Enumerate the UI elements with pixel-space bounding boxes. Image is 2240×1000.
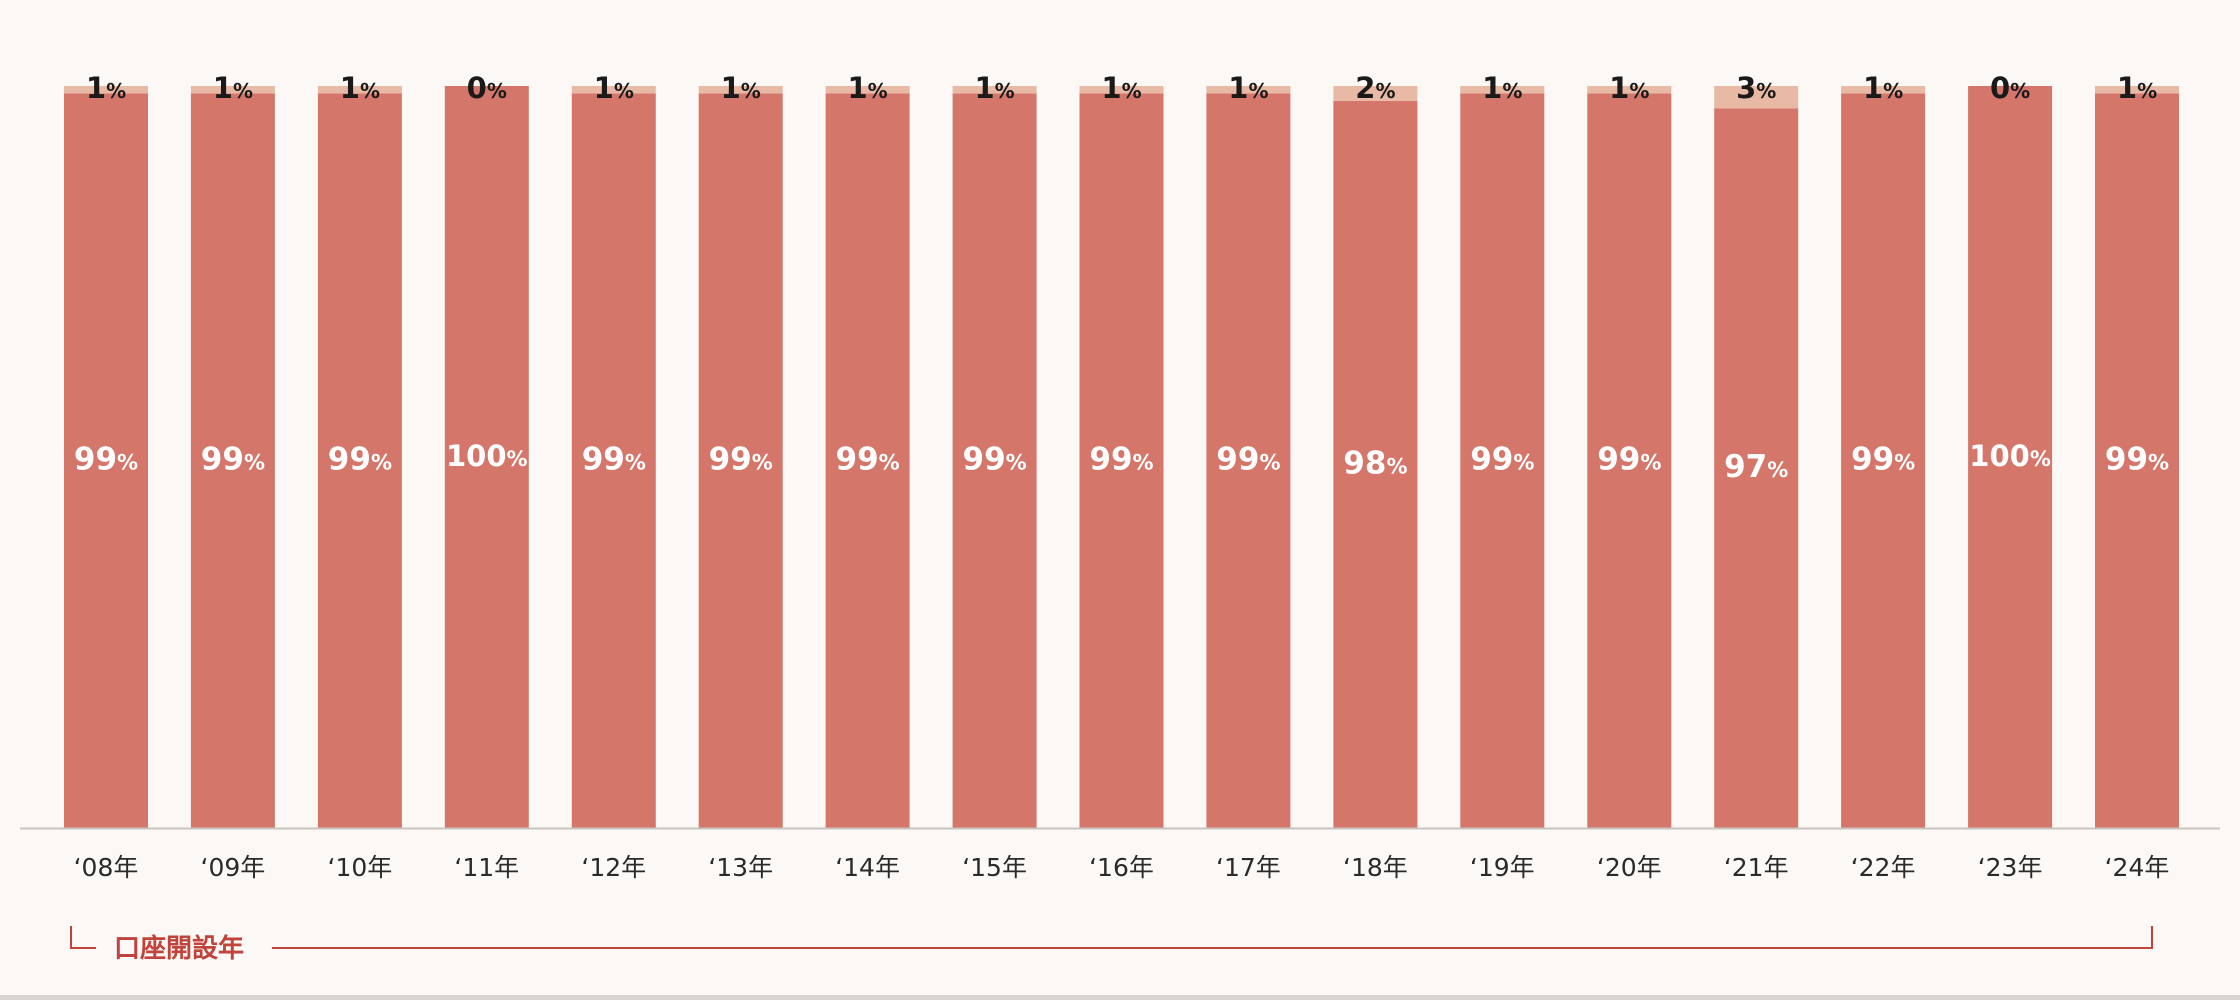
x-tick-label: ‘16年 xyxy=(1089,853,1154,882)
value-label-main: 99% xyxy=(836,442,900,478)
bar-main-segment xyxy=(1587,93,1672,828)
value-label-main: 99% xyxy=(1089,442,1153,478)
bar-main-segment xyxy=(952,93,1037,828)
bar-top-segment xyxy=(698,86,783,94)
x-tick-label: ‘19年 xyxy=(1470,853,1535,882)
value-label-top: 1% xyxy=(213,71,253,105)
bar-top-segment xyxy=(1460,86,1545,94)
bar-main-segment xyxy=(1460,93,1545,828)
bar-top-segment xyxy=(1841,86,1926,94)
value-label-top: 1% xyxy=(974,71,1014,105)
bar-top-segment xyxy=(825,86,910,94)
value-label-main: 99% xyxy=(963,442,1027,478)
x-tick-label: ‘10年 xyxy=(328,853,393,882)
value-label-top: 1% xyxy=(86,71,126,105)
bottom-strip xyxy=(0,995,2240,1000)
bar-main-segment xyxy=(825,93,910,828)
value-label-top: 1% xyxy=(340,71,380,105)
value-label-main: 99% xyxy=(709,442,773,478)
bar-top-segment xyxy=(1206,86,1291,94)
x-axis-bracket: 口座開設年 xyxy=(70,926,2153,964)
bar-top-segment xyxy=(1714,86,1799,109)
bar-main-segment xyxy=(1206,93,1291,828)
value-label-top: 1% xyxy=(2117,71,2157,105)
x-tick-label: ‘22年 xyxy=(1851,853,1916,882)
value-label-main: 99% xyxy=(1470,442,1534,478)
bar-top-segment xyxy=(317,86,402,94)
value-label-main: 100% xyxy=(446,439,528,473)
value-label-top: 0% xyxy=(1990,71,2030,105)
value-label-top: 1% xyxy=(721,71,761,105)
x-tick-label: ‘12年 xyxy=(581,853,646,882)
value-label-main: 99% xyxy=(582,442,646,478)
bar-main-segment xyxy=(1333,100,1418,829)
x-axis-title: 口座開設年 xyxy=(114,933,244,964)
x-tick-label: ‘08年 xyxy=(74,853,139,882)
value-label-main: 99% xyxy=(2105,442,2169,478)
value-labels-group: 99% 1% 99% 1% 99% 1% 100% 0% 99% 1% 99% 1% 99% 1% 99% 1… xyxy=(74,71,2169,485)
value-label-main: 99% xyxy=(1216,442,1280,478)
value-label-main: 99% xyxy=(201,442,265,478)
x-tick-label: ‘20年 xyxy=(1597,853,1662,882)
value-label-top: 3% xyxy=(1736,71,1776,105)
bar-main-segment xyxy=(2095,93,2179,828)
value-label-top: 1% xyxy=(847,71,887,105)
value-label-top: 1% xyxy=(594,71,634,105)
value-label-main: 98% xyxy=(1343,445,1407,481)
x-tick-label: ‘21年 xyxy=(1724,853,1789,882)
bar-main-segment xyxy=(698,93,783,828)
x-tick-label: ‘15年 xyxy=(962,853,1027,882)
bar-top-segment xyxy=(1079,86,1164,94)
value-label-main: 99% xyxy=(1597,442,1661,478)
value-label-top: 1% xyxy=(1101,71,1141,105)
bracket-right xyxy=(272,926,2153,949)
bracket-left xyxy=(70,926,96,949)
value-label-main: 99% xyxy=(1851,442,1915,478)
bar-main-segment xyxy=(571,93,656,828)
value-label-top: 1% xyxy=(1863,71,1903,105)
value-label-top: 0% xyxy=(467,71,507,105)
bars-group xyxy=(64,86,2179,829)
value-label-main: 99% xyxy=(74,442,138,478)
bar-top-segment xyxy=(1587,86,1672,94)
value-label-top: 2% xyxy=(1355,71,1395,105)
x-tick-label: ‘23年 xyxy=(1978,853,2043,882)
x-tick-labels-group: ‘08年 ‘09年 ‘10年 ‘11年 ‘12年 ‘13年 ‘14年 ‘15年 ‘16年 ‘17年… xyxy=(74,853,2170,882)
bar-main-segment xyxy=(1841,93,1926,828)
value-label-main: 100% xyxy=(1969,439,2051,473)
bar-top-segment xyxy=(190,86,275,94)
bar-main-segment xyxy=(64,93,148,828)
x-tick-label: ‘13年 xyxy=(708,853,773,882)
bar-main-segment xyxy=(317,93,402,828)
x-tick-label: ‘11年 xyxy=(454,853,519,882)
bar-top-segment xyxy=(571,86,656,94)
bar-main-segment xyxy=(1968,86,2053,828)
bar-top-segment xyxy=(1333,86,1418,101)
bar-main-segment xyxy=(190,93,275,828)
bar-main-segment xyxy=(444,86,529,828)
x-tick-label: ‘18年 xyxy=(1343,853,1408,882)
bar-main-segment xyxy=(1079,93,1164,828)
bar-top-segment xyxy=(952,86,1037,94)
bar-top-segment xyxy=(2095,86,2179,94)
x-tick-label: ‘24年 xyxy=(2105,853,2170,882)
value-label-main: 99% xyxy=(328,442,392,478)
value-label-top: 1% xyxy=(1609,71,1649,105)
value-label-main: 97% xyxy=(1724,449,1788,485)
x-tick-label: ‘17年 xyxy=(1216,853,1281,882)
value-label-top: 1% xyxy=(1228,71,1268,105)
bar-main-segment xyxy=(1714,108,1799,829)
bar-top-segment xyxy=(64,86,148,94)
x-tick-label: ‘09年 xyxy=(201,853,266,882)
x-tick-label: ‘14年 xyxy=(835,853,900,882)
value-label-top: 1% xyxy=(1482,71,1522,105)
